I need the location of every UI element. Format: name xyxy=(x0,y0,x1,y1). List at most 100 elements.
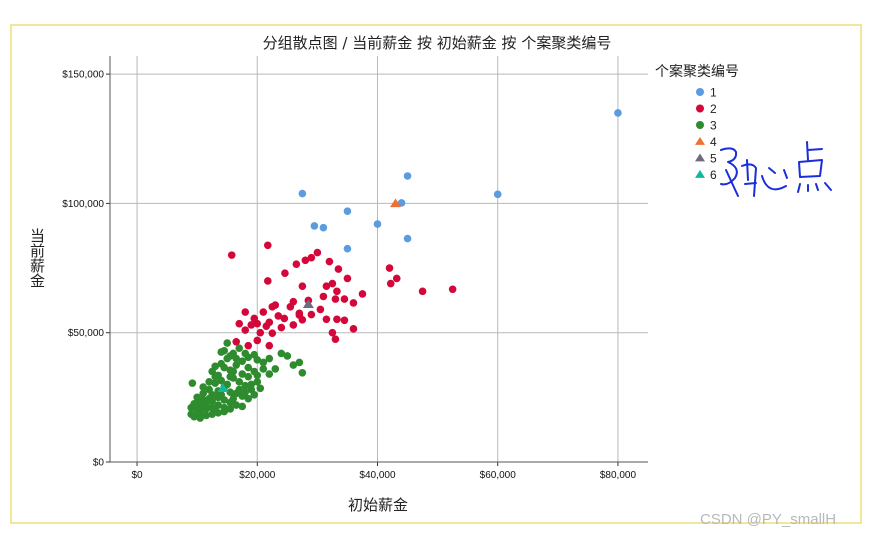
data-point-cluster-3 xyxy=(238,357,247,365)
data-point-cluster-2 xyxy=(322,282,331,290)
data-point-cluster-2 xyxy=(340,295,349,303)
legend-label-4: 4 xyxy=(710,135,717,149)
data-point-cluster-2 xyxy=(277,323,286,332)
y-tick-label: $50,000 xyxy=(68,328,105,339)
data-point-cluster-2 xyxy=(316,305,325,314)
data-point-cluster-3 xyxy=(199,402,207,411)
data-point-cluster-3 xyxy=(235,378,244,386)
data-point-cluster-1 xyxy=(373,220,382,228)
data-point-cluster-3 xyxy=(265,354,274,363)
centroid-point-cluster-4 xyxy=(390,198,402,208)
data-point-cluster-1 xyxy=(319,223,328,232)
data-point-cluster-2 xyxy=(392,274,401,283)
data-point-cluster-2 xyxy=(262,322,271,331)
x-tick-label: $0 xyxy=(131,470,143,481)
data-point-cluster-1 xyxy=(493,190,502,199)
data-point-cluster-2 xyxy=(322,315,331,324)
data-point-cluster-1 xyxy=(343,244,352,253)
data-point-cluster-2 xyxy=(333,287,341,296)
data-point-cluster-3 xyxy=(188,379,197,387)
data-point-cluster-3 xyxy=(226,388,235,396)
data-point-cluster-3 xyxy=(226,372,235,381)
data-point-cluster-3 xyxy=(232,361,241,369)
data-point-cluster-2 xyxy=(349,325,358,333)
data-point-cluster-3 xyxy=(247,380,256,389)
data-point-cluster-3 xyxy=(223,354,232,363)
data-point-cluster-2 xyxy=(256,328,265,337)
watermark: CSDN @PY_smallH xyxy=(700,511,836,528)
data-point-cluster-3 xyxy=(253,356,262,364)
data-point-cluster-2 xyxy=(340,316,349,325)
data-point-cluster-2 xyxy=(280,314,289,323)
data-point-cluster-2 xyxy=(286,303,295,311)
data-point-cluster-3 xyxy=(217,376,226,385)
data-point-cluster-3 xyxy=(298,368,307,377)
data-point-cluster-2 xyxy=(268,303,277,311)
data-point-cluster-3 xyxy=(199,389,207,398)
legend-marker-4 xyxy=(695,137,705,145)
legend-label-2: 2 xyxy=(710,102,717,116)
chart-frame xyxy=(10,24,862,524)
data-point-cluster-2 xyxy=(247,321,256,329)
legend-marker-2 xyxy=(696,104,704,113)
data-point-cluster-3 xyxy=(271,365,280,373)
data-point-cluster-3 xyxy=(259,365,268,373)
y-tick-label: $150,000 xyxy=(62,70,104,81)
data-point-cluster-2 xyxy=(328,328,337,337)
data-point-cluster-2 xyxy=(333,315,341,324)
x-tick-label: $80,000 xyxy=(600,470,637,481)
axes xyxy=(106,56,648,466)
data-point-cluster-2 xyxy=(319,292,328,301)
data-point-cluster-2 xyxy=(295,309,304,318)
data-point-cluster-1 xyxy=(298,189,307,198)
x-tick-label: $60,000 xyxy=(480,470,517,481)
data-point-cluster-1 xyxy=(403,172,412,180)
data-point-cluster-2 xyxy=(386,279,395,288)
legend-marker-6 xyxy=(695,170,705,178)
data-point-cluster-3 xyxy=(250,390,259,399)
data-point-cluster-3 xyxy=(229,394,238,403)
grid-lines xyxy=(110,56,648,463)
data-point-cluster-3 xyxy=(217,390,226,399)
data-point-cluster-3 xyxy=(190,412,198,421)
x-tick-label: $40,000 xyxy=(359,470,396,481)
data-point-cluster-2 xyxy=(358,290,367,298)
data-point-cluster-3 xyxy=(205,394,213,403)
data-point-cluster-2 xyxy=(241,326,250,334)
data-point-cluster-2 xyxy=(241,308,250,316)
data-point-cluster-3 xyxy=(235,385,244,394)
data-point-cluster-2 xyxy=(343,274,352,283)
data-point-cluster-3 xyxy=(253,371,262,380)
data-point-cluster-2 xyxy=(259,308,268,316)
data-point-cluster-1 xyxy=(614,109,622,117)
data-point-cluster-2 xyxy=(349,299,358,307)
legend-label-6: 6 xyxy=(710,168,717,182)
data-point-cluster-2 xyxy=(331,335,340,343)
data-point-cluster-1 xyxy=(397,199,406,207)
data-point-cluster-2 xyxy=(292,260,301,268)
data-point-cluster-3 xyxy=(205,378,213,386)
legend-marker-1 xyxy=(696,88,704,96)
data-point-cluster-3 xyxy=(259,358,268,367)
data-point-cluster-2 xyxy=(328,279,337,288)
data-point-cluster-3 xyxy=(202,411,210,420)
data-point-cluster-2 xyxy=(253,336,262,345)
data-point-cluster-3 xyxy=(211,406,219,415)
data-point-cluster-3 xyxy=(253,378,262,386)
data-point-cluster-3 xyxy=(220,347,229,355)
data-point-cluster-3 xyxy=(223,339,232,347)
data-point-cluster-2 xyxy=(253,319,262,328)
data-point-cluster-3 xyxy=(295,358,304,367)
data-point-cluster-3 xyxy=(265,370,274,378)
centroid-point-cluster-6 xyxy=(217,383,229,393)
data-point-cluster-2 xyxy=(263,277,272,285)
chart-title: 分组散点图 / 当前薪金 按 初始薪金 按 个案聚类编号 xyxy=(263,34,612,52)
data-point-cluster-3 xyxy=(244,363,253,372)
data-point-cluster-3 xyxy=(211,372,219,381)
data-point-cluster-3 xyxy=(277,349,286,358)
data-point-cluster-2 xyxy=(298,315,307,324)
data-point-cluster-2 xyxy=(307,310,316,319)
data-point-cluster-2 xyxy=(244,341,253,350)
legend-marker-5 xyxy=(695,153,705,162)
data-point-cluster-3 xyxy=(244,394,253,403)
